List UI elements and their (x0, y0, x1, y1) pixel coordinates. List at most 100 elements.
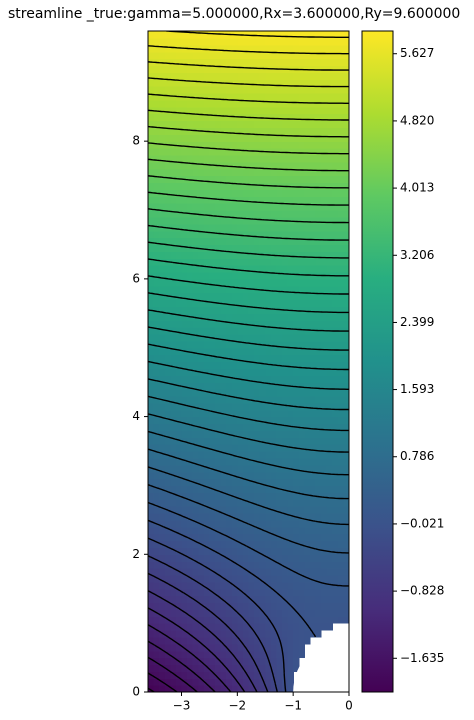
field-cell (148, 595, 155, 604)
field-cell (293, 189, 300, 197)
field-cell (159, 533, 166, 542)
field-cell (276, 423, 283, 431)
field-cell (326, 340, 333, 349)
field-cell (237, 203, 244, 211)
field-cell (181, 237, 188, 246)
field-cell (321, 223, 328, 232)
field-cell (337, 333, 345, 342)
field-cell (248, 86, 255, 94)
field-cell (276, 547, 283, 555)
field-cell (215, 595, 222, 604)
streamline (148, 158, 349, 172)
field-cell (175, 106, 183, 115)
field-cell (203, 602, 211, 610)
field-cell (198, 664, 205, 672)
field-cell (332, 189, 339, 197)
field-cell (337, 189, 345, 197)
field-cell (337, 416, 345, 425)
field-cell (337, 574, 345, 583)
field-cell (248, 437, 255, 445)
field-cell (337, 44, 345, 53)
x-tick-label: 0 (345, 699, 353, 713)
field-cell (231, 492, 238, 500)
field-cell (270, 79, 278, 87)
field-cell (187, 547, 194, 555)
field-cell (164, 519, 171, 528)
field-cell (164, 313, 171, 321)
field-cell (187, 244, 194, 252)
field-cell (170, 485, 177, 493)
field-cell (226, 375, 233, 383)
field-cell (309, 244, 317, 252)
field-cell (237, 106, 244, 115)
field-cell (220, 120, 227, 128)
field-cell (254, 141, 261, 149)
field-cell (326, 568, 333, 576)
field-cell (293, 134, 300, 142)
field-cell (181, 340, 188, 349)
field-cell (181, 79, 188, 87)
field-cell (332, 409, 339, 418)
field-cell (187, 51, 194, 60)
field-cell (315, 478, 322, 487)
field-cell (231, 72, 238, 80)
field-cell (198, 148, 205, 156)
streamline (148, 241, 349, 259)
field-cell (337, 182, 345, 190)
field-cell (153, 347, 160, 356)
field-cell (332, 175, 339, 184)
field-cell (337, 51, 345, 60)
field-cell (309, 402, 317, 411)
field-cell (164, 671, 171, 679)
field-cell (187, 141, 194, 149)
field-cell (326, 244, 333, 252)
field-cell (270, 244, 278, 252)
field-cell (321, 320, 328, 328)
field-cell (321, 258, 328, 266)
field-cell (304, 451, 311, 459)
field-cell (237, 251, 244, 259)
field-cell (181, 471, 188, 480)
field-cell (248, 609, 255, 617)
field-cell (282, 547, 289, 555)
field-cell (231, 86, 238, 94)
field-cell (148, 223, 155, 232)
field-cell (181, 278, 188, 287)
field-cell (259, 568, 266, 576)
field-cell (220, 44, 227, 53)
field-cell (332, 333, 339, 342)
field-cell (343, 258, 349, 266)
field-cell (203, 554, 211, 562)
field-cell (254, 389, 261, 397)
field-cell (276, 499, 283, 507)
field-cell (309, 471, 317, 480)
field-cell (226, 113, 233, 122)
field-cell (170, 361, 177, 369)
field-cell (153, 327, 160, 335)
field-cell (321, 106, 328, 115)
field-cell (187, 395, 194, 404)
field-cell (187, 533, 194, 542)
field-cell (287, 31, 294, 39)
field-cell (309, 568, 317, 576)
field-cell (326, 72, 333, 80)
field-cell (309, 382, 317, 390)
field-cell (181, 258, 188, 266)
field-cell (293, 354, 300, 363)
field-cell (276, 395, 283, 404)
field-cell (315, 210, 322, 218)
field-cell (276, 327, 283, 335)
field-cell (270, 657, 278, 666)
field-cell (321, 31, 328, 39)
field-cell (337, 347, 345, 356)
field-cell (343, 168, 349, 177)
field-cell (220, 671, 227, 679)
field-cell (170, 630, 177, 638)
field-cell (148, 540, 155, 549)
field-cell (153, 437, 160, 445)
field-cell (282, 519, 289, 528)
field-cell (209, 31, 216, 39)
field-cell (259, 92, 266, 101)
field-cell (231, 389, 238, 397)
field-cell (326, 623, 333, 631)
